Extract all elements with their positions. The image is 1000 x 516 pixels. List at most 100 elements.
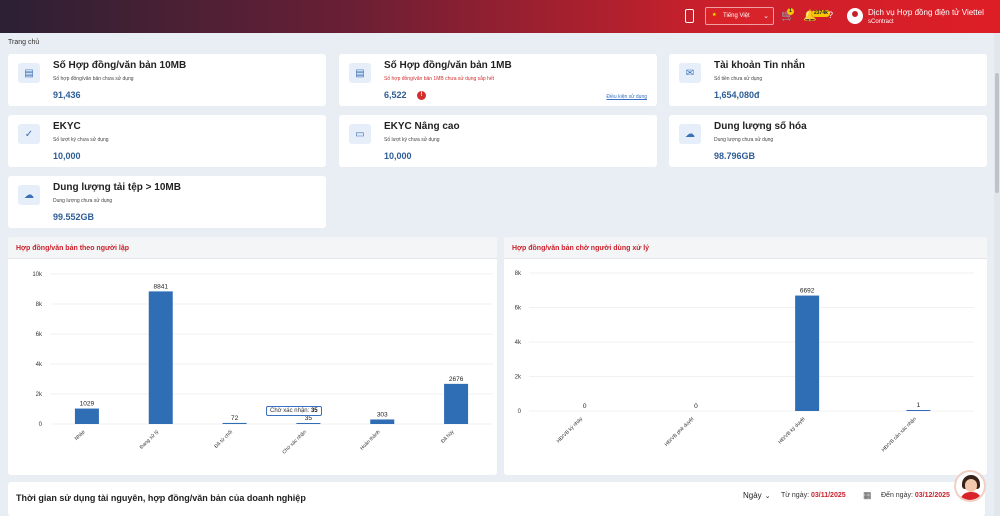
panel-header: Hợp đồng/văn bản chờ người dùng xử lý [504, 237, 987, 259]
x-tick-label: HĐ/VB ký nháy [556, 416, 585, 445]
from-date-field[interactable]: Từ ngày: 03/11/2025 [781, 492, 846, 499]
x-tick-label: HĐ/VB cần xác nhận [881, 416, 918, 453]
bar [906, 410, 931, 411]
alert-icon[interactable]: ! [417, 91, 426, 100]
card-subtitle: Số lượt ký chưa sử dụng [384, 137, 440, 143]
card-value: 99.552GB [53, 212, 95, 222]
data-label: 1029 [80, 401, 95, 408]
bar [296, 423, 321, 424]
bar [74, 408, 99, 424]
card-subtitle: Số lượt ký chưa sử dụng [53, 137, 109, 143]
bar-chart-by-creator: 0 2k 4k 6k 8k 10k 1029 Nháp 8841 Đang xử lý 72 Đã t… [32, 272, 493, 456]
card-title: Tài khoản Tin nhắn [714, 60, 805, 71]
usage-time-section: Thời gian sử dụng tài nguyên, hợp đồng/v… [8, 482, 985, 516]
period-select[interactable]: Ngày ⌄ [743, 491, 771, 500]
section-title: Thời gian sử dụng tài nguyên, hợp đồng/v… [16, 493, 306, 503]
bar [795, 295, 820, 411]
x-tick-label: Chờ xác nhận [281, 429, 308, 456]
card-value: 91,436 [53, 90, 81, 100]
card-ekyc: ✓ EKYC Số lượt ký chưa sử dụng 10,000 [8, 115, 326, 167]
x-tick-label: Nháp [74, 429, 87, 442]
card-subtitle: Số hợp đồng/văn bản chưa sử dụng [53, 76, 134, 82]
card-contracts-10mb: ▤ Số Hợp đồng/văn bản 10MB Số hợp đồng/v… [8, 54, 326, 106]
card-upload-storage: ☁ Dung lượng tải tệp > 10MB Dung lượng c… [8, 176, 326, 228]
language-label: Tiếng Việt [723, 13, 750, 19]
card-value: 6,522 [384, 90, 407, 100]
data-label: 303 [377, 411, 388, 418]
y-tick-label: 10k [32, 272, 43, 278]
y-tick-label: 8k [515, 271, 522, 277]
bar [222, 422, 247, 424]
y-tick-label: 8k [36, 302, 43, 308]
card-title: Số Hợp đồng/văn bản 1MB [384, 60, 512, 71]
card-subtitle: Dung lượng chưa sử dụng [53, 198, 113, 204]
to-date: 03/12/2025 [914, 492, 950, 499]
notification-badge: 2374k [812, 10, 830, 17]
cart-badge: 1 [787, 8, 794, 15]
x-tick-label: HĐ/VB phê duyệt [664, 416, 696, 448]
user-subtitle: sContract [868, 19, 894, 25]
chart-title: Hợp đồng/văn bản theo người lập [16, 245, 130, 252]
data-label: 2676 [449, 376, 464, 383]
y-tick-label: 0 [518, 409, 522, 415]
breadcrumb[interactable]: Trang chủ [8, 39, 40, 46]
top-bar: Tiếng Việt ⌄ 🛒 1 🔔 2374k ? Dịch vụ Hợp đ… [0, 0, 1000, 33]
data-label: 1 [917, 402, 921, 409]
document-icon: ▤ [18, 63, 40, 83]
mobile-icon[interactable] [685, 9, 694, 23]
card-title: EKYC Nâng cao [384, 121, 460, 132]
from-label: Từ ngày: [781, 492, 810, 499]
help-icon[interactable]: ? [828, 10, 834, 20]
data-label: 35 [305, 415, 313, 422]
cloud-icon: ☁ [18, 185, 40, 205]
data-label: 6692 [800, 288, 815, 295]
data-label: 72 [231, 415, 239, 422]
card-value: 10,000 [53, 151, 81, 161]
check-icon: ✓ [18, 124, 40, 144]
bar [148, 291, 173, 424]
mail-icon: ✉ [679, 63, 701, 83]
card-subtitle: Dung lượng chưa sử dụng [714, 137, 774, 143]
from-date: 03/11/2025 [810, 492, 846, 499]
scrollbar[interactable] [994, 33, 1000, 516]
period-label: Ngày [743, 491, 762, 500]
language-select[interactable]: Tiếng Việt ⌄ [705, 7, 774, 25]
card-title: Dung lượng tải tệp > 10MB [53, 182, 181, 193]
bar [444, 383, 469, 424]
chart-panel-pending: Hợp đồng/văn bản chờ người dùng xử lý 0 2… [504, 237, 987, 475]
card-contracts-1mb: ▤ Số Hợp đồng/văn bản 1MB Số hợp đồng/vă… [339, 54, 657, 106]
x-tick-label: HĐ/VB ký duyệt [777, 416, 807, 446]
card-value: 1,654,080đ [714, 90, 760, 100]
calendar-icon[interactable]: ▦ [863, 490, 872, 500]
card-value: 98.796GB [714, 151, 756, 161]
to-label: Đến ngày: [881, 492, 913, 499]
y-tick-label: 2k [515, 375, 522, 381]
panel-header: Hợp đồng/văn bản theo người lập [8, 237, 497, 259]
vietnam-flag-icon [710, 12, 719, 19]
bar [370, 419, 395, 424]
y-tick-label: 4k [36, 362, 43, 368]
y-tick-label: 6k [36, 332, 43, 338]
x-tick-label: Hoàn thành [359, 429, 382, 452]
y-tick-label: 6k [515, 306, 522, 312]
avatar[interactable] [847, 8, 863, 24]
document-icon: ▤ [349, 63, 371, 83]
data-label: 0 [583, 403, 587, 410]
chevron-down-icon: ⌄ [764, 493, 771, 500]
data-label: 8841 [154, 283, 169, 290]
card-subtitle: Số tiền chưa sử dụng [714, 76, 763, 82]
x-tick-label: Đã từ chối [213, 429, 234, 450]
chart-title: Hợp đồng/văn bản chờ người dùng xử lý [512, 245, 650, 252]
user-name[interactable]: Dịch vụ Hợp đồng điện tử Viettel [868, 8, 984, 17]
tooltip-value: 35 [310, 408, 318, 414]
x-tick-label: Đã hủy [439, 428, 456, 445]
bar-chart-pending: 0 2k 4k 6k 8k 0 HĐ/VB ký nháy 0 HĐ/VB phê duyệt 6… [515, 271, 974, 453]
to-date-field[interactable]: Đến ngày: 03/12/2025 [881, 492, 950, 499]
chatbot-avatar-button[interactable] [954, 470, 986, 502]
usage-conditions-link[interactable]: Điều kiện sử dụng [606, 94, 647, 100]
scrollbar-thumb[interactable] [995, 73, 999, 193]
card-title: Số Hợp đồng/văn bản 10MB [53, 60, 187, 71]
tooltip-label: Chờ xác nhận: [270, 408, 310, 414]
data-label: 0 [694, 403, 698, 410]
chart-tooltip: Chờ xác nhận: 35 [266, 406, 322, 416]
